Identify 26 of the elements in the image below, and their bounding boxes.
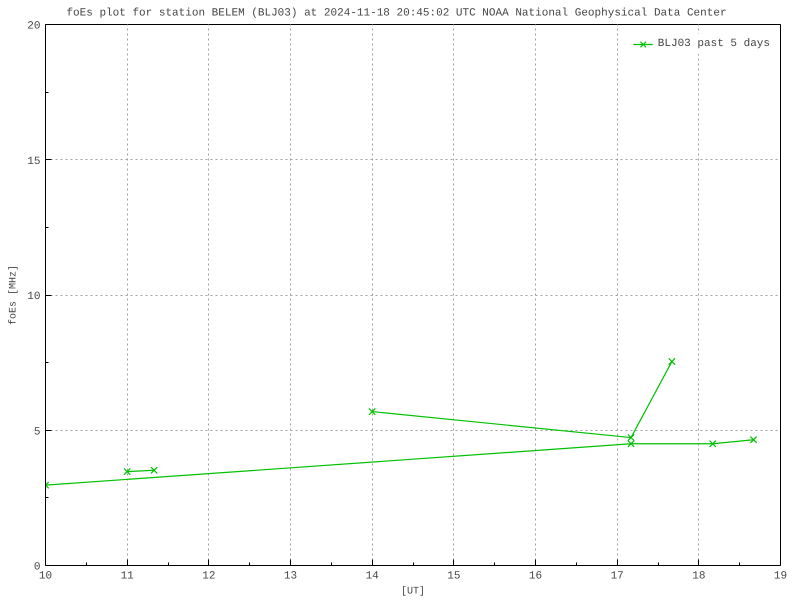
y-tick-label: 5 (34, 426, 41, 438)
x-tick-label: 15 (447, 570, 460, 582)
x-tick-label: 19 (774, 570, 788, 582)
x-tick-label: 16 (528, 570, 542, 582)
y-tick-label: 10 (27, 291, 40, 303)
y-tick-label: 0 (34, 562, 41, 574)
legend-label: BLJ03 past 5 days (658, 38, 770, 50)
x-tick-label: 13 (284, 570, 298, 582)
point (123, 468, 131, 476)
x-tick-label: 11 (120, 570, 134, 582)
x-tick-label: 18 (692, 570, 706, 582)
point (627, 440, 635, 448)
point (750, 436, 758, 444)
x-tick-label: 17 (610, 570, 624, 582)
x-tick-label: 12 (202, 570, 216, 582)
point (708, 440, 716, 448)
point (668, 358, 676, 366)
y-axis-title: foEs [MHz] (7, 264, 20, 326)
point (627, 434, 635, 442)
y-tick-label: 20 (27, 20, 40, 32)
chart-title: foEs plot for station BELEM (BLJ03) at 2024-11-18 20:45:02 UTC NOAA National Geophysical Data Center (66, 8, 727, 20)
y-tick-label: 15 (27, 156, 40, 168)
point (150, 466, 158, 474)
point (368, 408, 376, 416)
x-axis-title: [UT] (401, 586, 426, 598)
x-tick-label: 14 (366, 570, 380, 582)
